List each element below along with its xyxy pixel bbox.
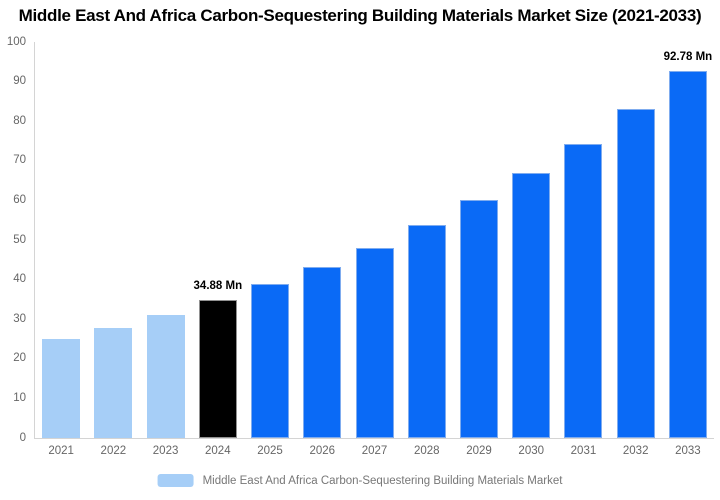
legend[interactable]: Middle East And Africa Carbon-Sequesteri… — [157, 474, 563, 487]
y-tick-label: 60 — [13, 193, 26, 206]
x-tick-label: 2032 — [622, 445, 649, 457]
bar-slot: 2031 — [557, 42, 609, 457]
bar-2024[interactable] — [198, 299, 237, 438]
y-tick-label: 90 — [13, 74, 26, 87]
y-tick-label: 50 — [13, 233, 26, 246]
bar-slot: 2026 — [296, 42, 348, 457]
plot-area: 2021 2022 2023 34.88 Mn 2024 2025 2026 2027 2028… — [34, 42, 714, 457]
chart-title: Middle East And Africa Carbon-Sequesteri… — [18, 6, 702, 25]
y-tick-label: 10 — [13, 391, 26, 404]
bar-slot: 34.88 Mn 2024 — [192, 42, 244, 457]
x-tick-label: 2030 — [518, 445, 545, 457]
bar-slot: 2025 — [244, 42, 296, 457]
bar-slot: 2030 — [505, 42, 557, 457]
bar-2026[interactable] — [303, 266, 342, 438]
x-tick-label: 2029 — [466, 445, 492, 457]
x-tick-label: 2027 — [361, 445, 388, 457]
bar-2021[interactable] — [42, 339, 81, 438]
bar-2032[interactable] — [616, 109, 655, 438]
bar-slot: 92.78 Mn 2033 — [662, 42, 714, 457]
data-label-2033: 92.78 Mn — [663, 51, 713, 64]
bar-2027[interactable] — [355, 247, 394, 438]
legend-swatch — [157, 474, 194, 487]
bar-2031[interactable] — [564, 143, 603, 438]
bar-slot: 2032 — [610, 42, 662, 457]
bar-2028[interactable] — [407, 225, 446, 438]
bar-slot: 2028 — [401, 42, 453, 457]
y-tick-label: 0 — [19, 431, 26, 444]
bar-slot: 2022 — [87, 42, 139, 457]
y-axis: 0 10 20 30 40 50 60 70 80 90 100 — [0, 36, 30, 443]
x-tick-label: 2025 — [257, 445, 283, 457]
bar-slot: 2029 — [453, 42, 505, 457]
bar-2023[interactable] — [146, 315, 185, 438]
bar-slot: 2021 — [35, 42, 87, 457]
bar-2030[interactable] — [512, 173, 551, 438]
y-tick-label: 100 — [6, 35, 26, 48]
bar-slot: 2027 — [348, 42, 400, 457]
x-tick-label: 2023 — [152, 445, 179, 457]
y-tick-label: 40 — [13, 272, 26, 285]
data-label-2024: 34.88 Mn — [193, 280, 243, 293]
bar-2025[interactable] — [251, 284, 290, 438]
bar-2022[interactable] — [94, 327, 133, 438]
bar-2033[interactable] — [668, 70, 707, 438]
y-tick-label: 20 — [13, 352, 26, 365]
x-tick-label: 2021 — [48, 445, 74, 457]
x-tick-label: 2031 — [570, 445, 597, 457]
bar-slot: 2023 — [139, 42, 191, 457]
y-tick-label: 80 — [13, 114, 26, 127]
y-tick-label: 70 — [13, 154, 26, 167]
x-tick-label: 2033 — [675, 445, 701, 457]
x-tick-label: 2022 — [100, 445, 127, 457]
x-tick-label: 2028 — [413, 445, 440, 457]
legend-label: Middle East And Africa Carbon-Sequesteri… — [202, 474, 563, 487]
y-tick-label: 30 — [13, 312, 26, 325]
x-tick-label: 2026 — [309, 445, 336, 457]
bar-2029[interactable] — [459, 200, 498, 438]
x-tick-label: 2024 — [205, 445, 231, 457]
